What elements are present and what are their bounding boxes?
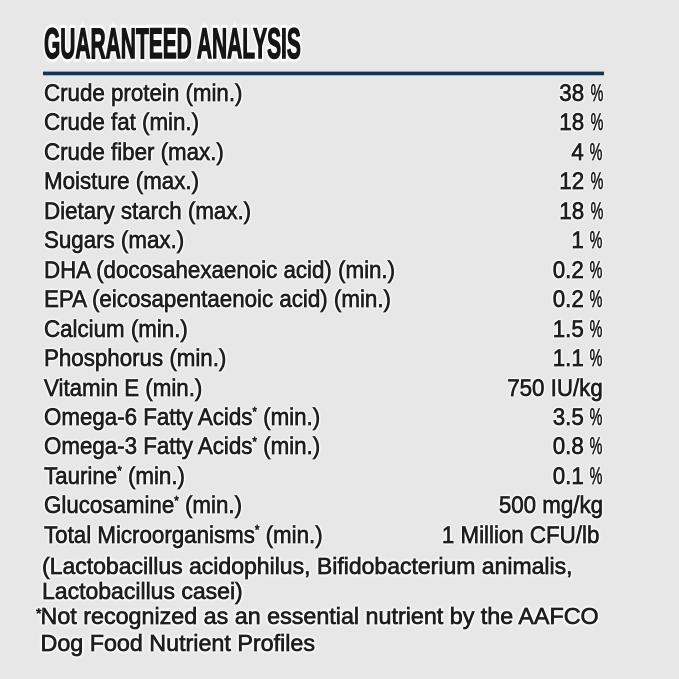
- svg-text:GUARANTEED ANALYSIS: GUARANTEED ANALYSIS: [44, 21, 301, 68]
- svg-text:GUARANTEED ANALYSIS: GUARANTEED ANALYSIS: [44, 21, 301, 68]
